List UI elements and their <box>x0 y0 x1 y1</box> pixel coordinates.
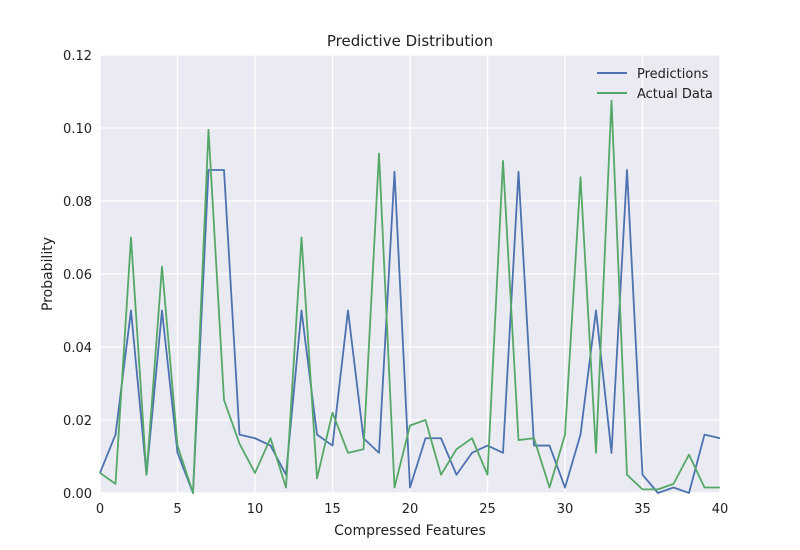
legend: Predictions Actual Data <box>597 67 713 102</box>
y-tick-label: 0.02 <box>63 414 92 429</box>
legend-label: Predictions <box>637 67 709 82</box>
x-tick-label: 15 <box>324 502 341 517</box>
x-tick-label: 25 <box>479 502 496 517</box>
y-tick-label: 0.00 <box>63 487 92 502</box>
x-tick-label: 10 <box>247 502 264 517</box>
x-tick-label: 5 <box>173 502 181 517</box>
x-tick-label: 0 <box>96 502 104 517</box>
x-tick-label: 20 <box>402 502 419 517</box>
y-tick-label: 0.06 <box>63 268 92 283</box>
legend-label: Actual Data <box>637 87 713 102</box>
x-tick-label: 35 <box>634 502 651 517</box>
x-axis-ticks: 0 5 10 15 20 25 30 35 40 <box>96 502 728 517</box>
y-axis-ticks: 0.00 0.02 0.04 0.06 0.08 0.10 0.12 <box>63 49 92 502</box>
x-axis-label: Compressed Features <box>334 523 486 539</box>
y-tick-label: 0.10 <box>63 122 92 137</box>
y-axis-label: Probability <box>40 237 56 311</box>
x-tick-label: 30 <box>557 502 574 517</box>
series-line-predictions <box>99 169 721 494</box>
x-tick-label: 40 <box>712 502 729 517</box>
series-lines <box>99 99 721 494</box>
grid-lines <box>99 54 721 494</box>
y-tick-label: 0.12 <box>63 49 92 64</box>
chart-title: Predictive Distribution <box>327 32 493 50</box>
y-tick-label: 0.08 <box>63 195 92 210</box>
series-line-actual-data <box>99 99 720 494</box>
y-tick-label: 0.04 <box>63 341 92 356</box>
